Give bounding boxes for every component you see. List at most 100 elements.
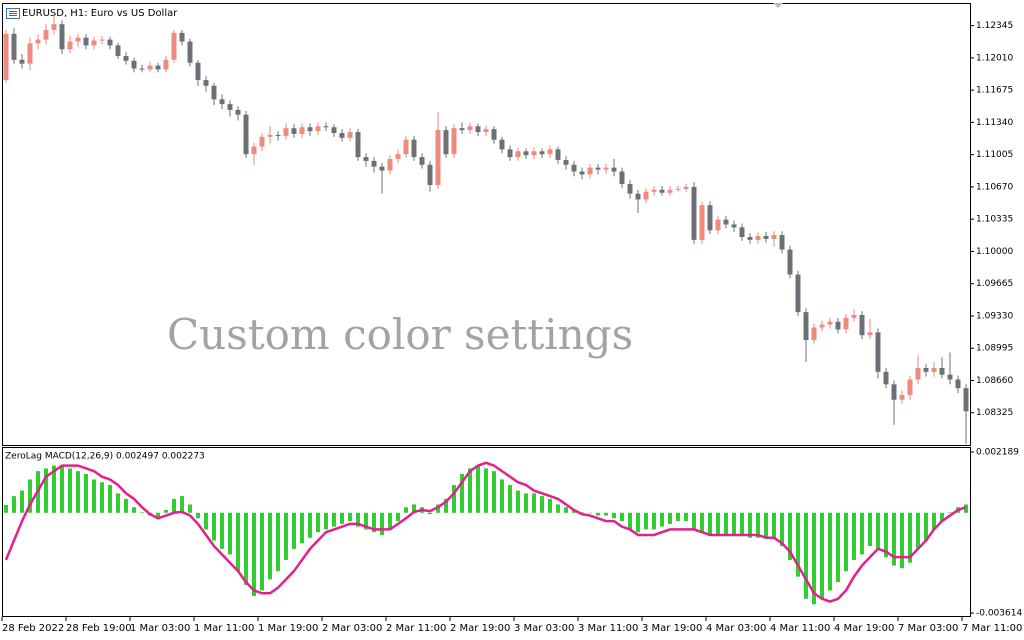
candle-body <box>939 367 945 375</box>
y-tick-label: 1.11005 <box>976 150 1013 160</box>
histogram-bar <box>396 512 400 522</box>
candle-body <box>459 128 465 131</box>
candle-body <box>131 60 137 69</box>
candle-body <box>203 80 209 86</box>
candle-body <box>395 154 401 159</box>
y-tick-label: 1.10670 <box>976 182 1013 192</box>
x-tick-label: 3 Mar 11:00 <box>578 623 638 634</box>
candle-body <box>387 159 393 171</box>
histogram-bar <box>388 512 392 530</box>
histogram-bar <box>284 512 288 560</box>
y-tick-label: 1.10000 <box>976 247 1013 257</box>
x-tick-label: 2 Mar 11:00 <box>386 623 446 634</box>
histogram-bar <box>20 490 24 513</box>
candle-body <box>611 167 617 172</box>
y-tick-label: 0.002189 <box>976 448 1019 458</box>
candle-body <box>411 139 417 158</box>
candle-body <box>419 157 425 165</box>
histogram-bar <box>636 512 640 533</box>
histogram-bar <box>964 504 968 513</box>
candle-body <box>291 128 297 134</box>
candle-body <box>835 321 841 330</box>
histogram-bar <box>844 512 848 572</box>
candle-body <box>179 32 185 42</box>
shift-marker <box>773 3 783 8</box>
histogram-bar <box>780 512 784 547</box>
candle-body <box>739 227 745 237</box>
histogram-bar <box>340 512 344 524</box>
histogram-bar <box>764 512 768 538</box>
histogram-bar <box>228 512 232 555</box>
histogram-bar <box>140 512 144 513</box>
histogram-bar <box>372 512 376 533</box>
histogram-bar <box>4 504 8 513</box>
x-tick-label: 1 Mar 19:00 <box>258 623 318 634</box>
candle-body <box>859 315 865 336</box>
candle-body <box>779 235 785 250</box>
y-tick-label: 1.08325 <box>976 408 1013 418</box>
histogram-bar <box>596 512 600 516</box>
candle-body <box>763 236 769 239</box>
histogram-bar <box>52 465 56 513</box>
histogram-bar <box>724 512 728 535</box>
histogram-bar <box>788 512 792 560</box>
histogram-bar <box>796 512 800 577</box>
histogram-bar <box>92 479 96 513</box>
x-tick-label: 28 Feb 2022 <box>2 623 64 634</box>
histogram-bar <box>484 468 488 513</box>
candle-body <box>347 132 353 138</box>
y-tick-label: 1.09665 <box>976 279 1013 289</box>
candle-body <box>547 149 553 155</box>
histogram-bar <box>556 504 560 513</box>
histogram-bar <box>684 512 688 522</box>
histogram-bar <box>924 512 928 541</box>
histogram-bar <box>652 512 656 530</box>
candle-body <box>3 33 9 81</box>
histogram-bar <box>740 512 744 535</box>
candle-body <box>115 45 121 56</box>
indicator-title: ZeroLag MACD(12,26,9) 0.002497 0.002273 <box>5 452 205 462</box>
histogram-bar <box>772 512 776 538</box>
candle-body <box>123 55 129 61</box>
indicator-panel <box>2 447 971 617</box>
candle-body <box>755 236 761 240</box>
candle-body <box>563 159 569 165</box>
candle-body <box>851 315 857 318</box>
candle-body <box>403 139 409 155</box>
histogram-bar <box>132 507 136 513</box>
histogram-bar <box>564 507 568 513</box>
candle-body <box>363 157 369 161</box>
candle-body <box>275 134 281 136</box>
histogram-bar <box>188 504 192 513</box>
x-tick-label: 28 Feb 19:00 <box>66 623 132 634</box>
candle-body <box>619 171 625 185</box>
x-tick-label: 3 Mar 19:00 <box>642 623 702 634</box>
candle-body <box>499 139 505 150</box>
x-tick-label: 1 Mar 03:00 <box>130 623 190 634</box>
candle-body <box>875 332 881 372</box>
histogram-bar <box>316 512 320 533</box>
x-tick-label: 4 Mar 11:00 <box>770 623 830 634</box>
x-tick-label: 4 Mar 19:00 <box>834 623 894 634</box>
candle-body <box>19 59 25 64</box>
histogram-bar <box>804 512 808 599</box>
candle-body <box>571 164 577 172</box>
histogram-bar <box>588 512 592 514</box>
candle-body <box>163 59 169 70</box>
histogram-bar <box>524 493 528 513</box>
candle-body <box>227 104 233 110</box>
signal-line <box>4 461 967 603</box>
candle-body <box>443 130 449 155</box>
histogram-bar <box>692 512 696 530</box>
histogram-bar <box>516 490 520 513</box>
histogram-bar <box>356 512 360 527</box>
histogram-bar <box>820 512 824 599</box>
histogram-bar <box>908 512 912 563</box>
x-tick-label: 7 Mar 11:00 <box>962 623 1022 634</box>
candle-body <box>243 114 249 155</box>
histogram-bar <box>172 498 176 513</box>
y-tick-label: 1.10335 <box>976 215 1013 225</box>
histogram-bar <box>540 496 544 513</box>
y-tick-label: 1.11340 <box>976 118 1013 128</box>
histogram-bar <box>932 512 936 530</box>
